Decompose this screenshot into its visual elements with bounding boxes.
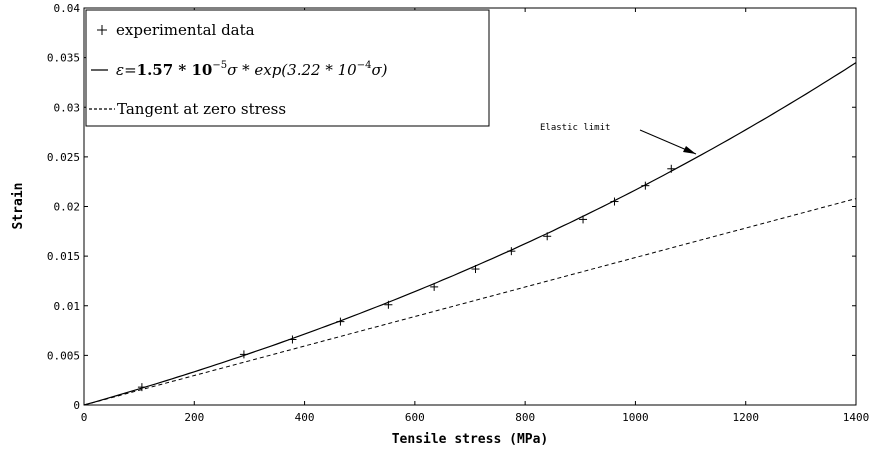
data-point <box>471 265 480 274</box>
y-axis-label: Strain <box>11 183 26 230</box>
x-axis: 0 200 400 600 800 1000 1200 1400 <box>81 8 870 424</box>
data-point <box>239 350 248 359</box>
x-tick-label: 200 <box>184 411 204 424</box>
experimental-markers <box>137 164 676 392</box>
y-tick-label: 0.01 <box>54 300 81 313</box>
fit-line <box>83 62 857 406</box>
legend: experimental data ε=1.57 * 10−5σ * exp(3… <box>85 9 490 127</box>
data-point <box>137 383 146 392</box>
data-point <box>507 247 516 256</box>
fit-tail: σ) <box>371 61 387 79</box>
fit-eq: = <box>124 61 137 79</box>
legend-label-experimental: experimental data <box>116 21 255 39</box>
fit-lhs: ε <box>116 61 124 79</box>
data-point <box>288 335 297 344</box>
data-point <box>430 282 439 291</box>
data-point <box>667 164 676 173</box>
x-tick-label: 600 <box>405 411 425 424</box>
elastic-limit-annotation: Elastic limit <box>540 123 697 155</box>
y-tick-label: 0.03 <box>54 101 81 114</box>
data-point <box>610 197 619 206</box>
fit-e2: −4 <box>357 60 372 71</box>
plot-area: 0 200 400 600 800 1000 1200 1400 0 0.005 0.01 0.01… <box>47 2 869 424</box>
y-tick-label: 0.04 <box>54 2 81 15</box>
data-point <box>579 215 588 224</box>
legend-box <box>85 9 490 127</box>
fit-e1: −5 <box>212 60 227 71</box>
y-tick-label: 0.035 <box>47 52 80 65</box>
data-point <box>336 317 345 326</box>
x-axis-label: Tensile stress (MPa) <box>392 432 549 447</box>
y-tick-label: 0.02 <box>54 201 81 214</box>
legend-label-fit: ε=1.57 * 10−5σ * exp(3.22 * 10−4σ) <box>116 60 388 79</box>
y-axis: 0 0.005 0.01 0.015 0.02 0.025 0.03 0.035 0.04 <box>47 2 856 412</box>
annotation-arrow-head <box>683 146 696 154</box>
x-tick-label: 400 <box>295 411 315 424</box>
x-tick-label: 1400 <box>843 411 870 424</box>
tangent-line <box>83 198 857 406</box>
fit-c1: 1.57 * 10 <box>137 61 213 79</box>
y-tick-label: 0.015 <box>47 250 80 263</box>
legend-label-tangent: Tangent at zero stress <box>117 100 286 118</box>
data-point <box>641 181 650 190</box>
x-tick-label: 1200 <box>732 411 759 424</box>
fit-mid: σ * exp(3.22 * 10 <box>227 61 357 79</box>
data-point <box>543 232 552 241</box>
x-tick-label: 0 <box>81 411 88 424</box>
x-tick-label: 800 <box>515 411 535 424</box>
legend-marker-plus <box>97 25 107 35</box>
x-tick-label: 1000 <box>622 411 649 424</box>
y-tick-label: 0 <box>73 399 80 412</box>
annotation-label: Elastic limit <box>540 123 610 133</box>
data-point <box>384 300 393 309</box>
y-tick-label: 0.005 <box>47 349 80 362</box>
y-tick-label: 0.025 <box>47 151 80 164</box>
